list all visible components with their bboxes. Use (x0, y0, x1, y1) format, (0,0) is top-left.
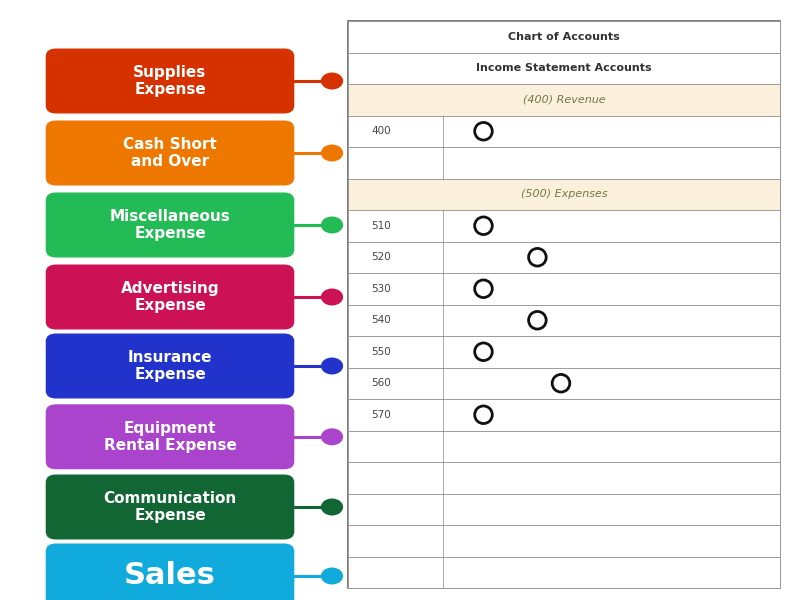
Bar (348, 304, 780, 336)
Text: (400) Revenue: (400) Revenue (522, 95, 606, 105)
Bar (348, 399, 780, 431)
FancyBboxPatch shape (46, 405, 294, 469)
Circle shape (322, 358, 342, 374)
Bar (348, 367, 780, 399)
Circle shape (322, 145, 342, 161)
Bar (348, 52, 780, 84)
Circle shape (322, 568, 342, 584)
Text: Equipment
Rental Expense: Equipment Rental Expense (103, 421, 237, 453)
Text: 400: 400 (371, 126, 391, 136)
Bar (348, 525, 780, 557)
Text: (500) Expenses: (500) Expenses (521, 189, 607, 199)
Circle shape (322, 289, 342, 305)
Text: Supplies
Expense: Supplies Expense (134, 65, 206, 97)
Text: 540: 540 (371, 315, 391, 325)
Text: Income Statement Accounts: Income Statement Accounts (476, 63, 652, 73)
FancyBboxPatch shape (46, 121, 294, 185)
Bar (348, 179, 780, 210)
Bar (348, 242, 780, 273)
Bar (348, 336, 780, 367)
FancyBboxPatch shape (46, 49, 294, 113)
FancyBboxPatch shape (46, 265, 294, 329)
Bar (348, 462, 780, 493)
Text: Advertising
Expense: Advertising Expense (121, 281, 219, 313)
Text: 530: 530 (371, 284, 391, 294)
FancyBboxPatch shape (46, 475, 294, 539)
Bar (348, 273, 780, 305)
Text: Cash Short
and Over: Cash Short and Over (123, 137, 217, 169)
Circle shape (322, 499, 342, 515)
Text: 560: 560 (371, 378, 391, 388)
Bar (348, 431, 780, 462)
FancyBboxPatch shape (46, 544, 294, 600)
Text: Miscellaneous
Expense: Miscellaneous Expense (110, 209, 230, 241)
Circle shape (322, 217, 342, 233)
Bar (348, 84, 780, 115)
Bar (348, 557, 780, 588)
FancyBboxPatch shape (46, 334, 294, 398)
Bar (348, 147, 780, 179)
Text: 520: 520 (371, 252, 391, 262)
Circle shape (322, 73, 342, 89)
Bar (348, 210, 780, 242)
Text: 510: 510 (371, 221, 391, 231)
Text: 570: 570 (371, 410, 391, 420)
Bar (348, 21, 780, 588)
Bar (348, 115, 780, 147)
Bar (348, 21, 780, 52)
Text: 550: 550 (371, 347, 391, 357)
Text: Sales: Sales (124, 562, 216, 590)
Text: Communication
Expense: Communication Expense (103, 491, 237, 523)
Text: Chart of Accounts: Chart of Accounts (508, 32, 620, 42)
Circle shape (322, 429, 342, 445)
Text: Insurance
Expense: Insurance Expense (128, 350, 212, 382)
FancyBboxPatch shape (46, 193, 294, 257)
Bar (348, 493, 780, 525)
